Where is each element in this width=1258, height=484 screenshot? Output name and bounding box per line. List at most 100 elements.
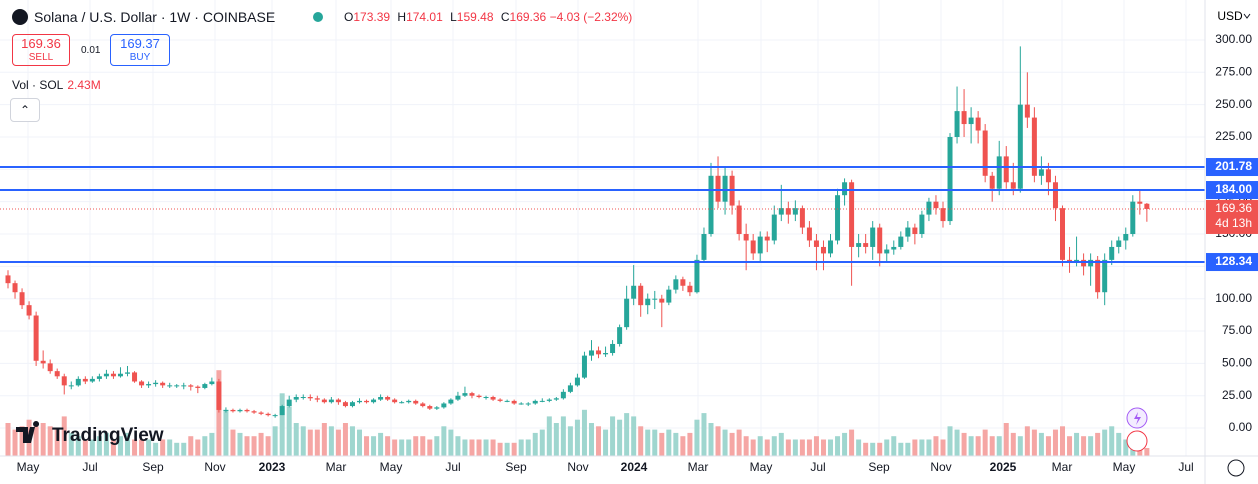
volume-bar bbox=[490, 439, 496, 456]
volume-bar bbox=[244, 436, 250, 456]
candle-body bbox=[413, 400, 419, 404]
candle-body bbox=[870, 227, 876, 247]
volume-bar bbox=[631, 416, 637, 456]
volume-bar bbox=[694, 419, 700, 456]
candle-body bbox=[799, 208, 805, 228]
candle-body bbox=[1081, 259, 1087, 267]
last-price-label: 169.36 bbox=[1215, 201, 1252, 215]
volume-bar bbox=[1123, 439, 1129, 456]
candle-body bbox=[300, 397, 306, 399]
volume-bar bbox=[1116, 432, 1122, 456]
candle-body bbox=[596, 350, 602, 355]
volume-bar bbox=[750, 439, 756, 456]
sell-button[interactable]: 169.36 SELL bbox=[12, 34, 70, 66]
candle-body bbox=[490, 397, 496, 400]
candle-body bbox=[378, 397, 384, 400]
volume-bar bbox=[961, 432, 967, 456]
high-value: 174.01 bbox=[406, 10, 443, 24]
candle-body bbox=[89, 378, 95, 382]
symbol-title[interactable]: Solana / U.S. Dollar · 1W · COINBASE bbox=[34, 9, 276, 25]
collapse-button[interactable]: ⌃ bbox=[10, 98, 40, 122]
candle-body bbox=[610, 343, 616, 354]
volume-bar bbox=[279, 393, 285, 456]
candle-body bbox=[349, 402, 355, 407]
candle-body bbox=[265, 413, 271, 416]
candle-body bbox=[321, 399, 327, 403]
x-tick-label: Mar bbox=[688, 460, 709, 474]
candle-body bbox=[146, 384, 152, 386]
volume-bar bbox=[462, 439, 468, 456]
volume-bar bbox=[701, 413, 707, 456]
candle-body bbox=[842, 182, 848, 196]
volume-bar bbox=[645, 429, 651, 456]
candle-body bbox=[125, 372, 131, 374]
volume-bar bbox=[47, 426, 53, 456]
volume-bar bbox=[371, 436, 377, 456]
candle-body bbox=[588, 350, 594, 356]
volume-bar bbox=[919, 439, 925, 456]
candle-body bbox=[1010, 182, 1016, 189]
candle-body bbox=[581, 355, 587, 378]
candle-body bbox=[420, 403, 426, 407]
candle-body bbox=[195, 386, 201, 388]
candle-body bbox=[645, 298, 651, 306]
currency-label[interactable]: USD bbox=[1217, 9, 1243, 23]
volume-bar bbox=[1045, 436, 1051, 456]
region-icon[interactable] bbox=[1126, 430, 1148, 452]
candle-body bbox=[335, 399, 341, 403]
candle-body bbox=[96, 376, 102, 379]
candle-body bbox=[462, 393, 468, 396]
candle-body bbox=[314, 398, 320, 400]
candle-body bbox=[764, 236, 770, 241]
candle-body bbox=[926, 201, 932, 215]
candle-body bbox=[856, 243, 862, 247]
volume-bar bbox=[413, 436, 419, 456]
candle-body bbox=[12, 283, 18, 293]
candle-body bbox=[919, 214, 925, 235]
volume-bar bbox=[553, 423, 559, 456]
x-tick-label: Nov bbox=[567, 460, 588, 474]
y-tick-label: 275.00 bbox=[1215, 64, 1252, 78]
candle-body bbox=[244, 409, 250, 412]
volume-bar bbox=[125, 432, 131, 456]
candle-body bbox=[757, 236, 763, 254]
x-tick-label: Mar bbox=[1052, 460, 1073, 474]
candle-body bbox=[863, 243, 869, 247]
candle-body bbox=[117, 373, 123, 377]
volume-bar bbox=[771, 436, 777, 456]
candle-body bbox=[940, 208, 946, 222]
level-label-box bbox=[1206, 158, 1258, 177]
volume-bar bbox=[912, 439, 918, 456]
x-tick-label: May bbox=[1113, 460, 1136, 474]
candle-body bbox=[546, 399, 552, 401]
market-status[interactable] bbox=[313, 12, 323, 22]
volume-bar bbox=[427, 439, 433, 456]
y-tick-label: 100.00 bbox=[1215, 291, 1252, 305]
x-tick-label: Jul bbox=[1178, 460, 1193, 474]
y-tick-label: 0.00 bbox=[1229, 420, 1253, 434]
level-label-box bbox=[1206, 181, 1258, 200]
logo-mark bbox=[16, 421, 40, 443]
volume-bar bbox=[989, 436, 995, 456]
candle-body bbox=[19, 292, 25, 306]
volume-bar bbox=[110, 439, 116, 456]
sell-price: 169.36 bbox=[21, 36, 61, 51]
volume-bar bbox=[293, 423, 299, 456]
settings-icon[interactable] bbox=[1227, 459, 1245, 477]
candle-body bbox=[434, 407, 440, 409]
candle-body bbox=[406, 400, 412, 403]
buy-button[interactable]: 169.37 BUY bbox=[110, 34, 170, 66]
candle-body bbox=[1060, 208, 1065, 260]
volume-bar bbox=[82, 439, 88, 456]
volume-bar bbox=[813, 436, 819, 456]
candle-body bbox=[251, 411, 257, 413]
candle-body bbox=[272, 415, 278, 417]
volume-layer bbox=[5, 370, 1150, 456]
volume-bar bbox=[525, 439, 531, 456]
candle-body bbox=[884, 249, 890, 254]
candle-body bbox=[441, 403, 447, 408]
buy-price: 169.37 bbox=[120, 36, 160, 51]
candle-body bbox=[342, 402, 348, 407]
candle-body bbox=[1003, 156, 1009, 183]
